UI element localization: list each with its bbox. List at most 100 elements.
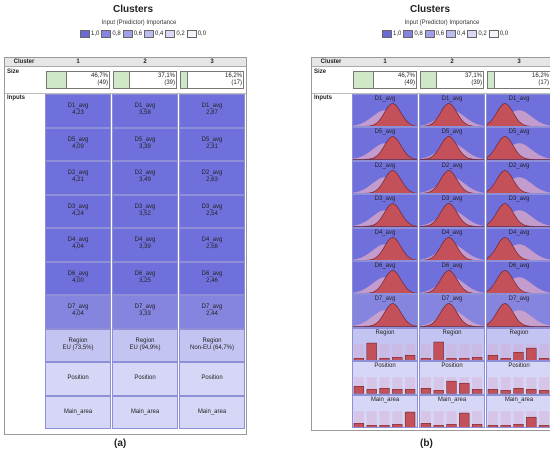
distribution-cell: D5_avg [352,127,418,161]
feature-value: 4,00 [72,277,84,284]
feature-cell: D4_avg 3,39 [112,228,178,262]
feature-name: D5_avg [201,136,223,143]
legend-item: 0,6 [424,30,444,38]
overall-bar [488,410,498,427]
distribution-cell: D5_avg [419,127,485,161]
overall-bar [500,344,511,361]
feature-name: D2_avg [508,162,530,169]
feature-cell: D4_avg 4,04 [45,228,111,262]
size-text: 16,2% (17) [225,73,242,87]
feature-value: 4,09 [72,143,84,150]
category-bar [420,388,432,394]
feature-name: D7_avg [508,296,530,303]
legend-item: 0,8 [403,30,423,38]
distribution-plot [420,103,484,127]
overall-bar [392,410,403,427]
legend-swatch [467,30,478,38]
feature-cell: Position [179,362,245,396]
feature-cell: Main_area [179,395,245,429]
category-bar [446,423,457,427]
overall-bar [472,344,482,361]
overall-bar [354,344,364,361]
category-bar [366,342,377,361]
distribution-plot [420,170,484,194]
distribution-cell: D4_avg [352,227,418,261]
feature-name: D4_avg [67,237,89,243]
feature-name: D6_avg [201,270,223,277]
feature-name: Main_area [197,408,227,415]
feature-value: 2,44 [206,311,218,317]
overall-bar [366,377,377,394]
legend-swatch [424,30,435,38]
feature-name: D3_avg [441,196,463,203]
cluster-table: Cluster 1 2 3 Size Inputs 46,7% (49) 37,1%… [311,57,550,431]
overall-bar [500,410,511,427]
cluster-distribution [420,270,484,294]
category-bar [379,388,390,394]
feature-name: D5_avg [508,129,530,136]
category-bar [459,383,470,394]
size-percent: 16,2% [531,73,549,79]
feature-name: Main_area [130,408,160,415]
overall-bar [513,410,524,427]
size-text: 16,2% (17) [532,73,549,87]
category-bar [353,386,365,394]
feature-cell: D6_avg 2,46 [179,261,245,295]
feature-cell: D7_avg 4,04 [45,295,111,329]
legend-label: 0,0 [499,31,509,37]
header-cluster-3: 3 [517,59,521,65]
cluster-distribution [420,136,484,160]
legend-swatch [446,30,457,38]
size-count: (17) [538,80,549,86]
overall-bar [488,344,498,361]
feature-value: 4,24 [72,210,84,217]
feature-value: 2,63 [206,177,218,183]
feature-cell: D5_avg 2,31 [179,127,245,161]
category-bar [379,424,390,427]
feature-name: Region [68,337,88,344]
feature-value: 2,58 [206,244,218,250]
distribution-cell: D2_avg [352,160,418,195]
category-bar [392,423,403,427]
feature-name: Position [67,375,89,381]
feature-name: Region [509,329,529,336]
legend-item: 0,6 [122,30,143,38]
feature-name: D3_avg [67,203,89,210]
cluster-distribution [420,103,484,127]
feature-name: Region [202,337,222,344]
category-bar [513,351,524,361]
distribution-plot [487,303,550,327]
feature-name: D6_avg [441,263,463,269]
distribution-plot [487,270,550,294]
category-bar [404,354,416,361]
size-count: (39) [471,80,482,86]
feature-name: Main_area [370,396,400,403]
inputs-label: Inputs [314,95,332,101]
distribution-cell: D1_avg [352,94,418,128]
feature-name: Region [375,329,395,336]
table-header: Cluster 1 2 3 [312,58,550,67]
legend-label: 0,6 [133,31,143,37]
category-bar [446,357,457,361]
legend-label: 0,8 [112,31,121,37]
legend-item: 0,2 [165,30,185,38]
overall-bar [472,377,482,394]
overall-bar [392,344,403,361]
feature-name: D6_avg [508,263,530,269]
importance-legend: 1,0 0,8 0,6 0,4 0,2 0,0 [382,30,508,38]
distribution-plot [487,377,550,394]
feature-cell: D2_avg 3,49 [112,161,178,195]
distribution-plot [353,377,416,394]
feature-name: D7_avg [201,304,223,310]
category-bar [433,341,444,361]
distribution-cell: Main_area [486,394,550,428]
category-bar [459,357,470,361]
cluster-distribution [487,136,550,160]
feature-name: D7_avg [374,296,396,303]
overall-bar [405,377,415,394]
overall-bar [354,410,364,427]
feature-cell: Position [112,362,178,396]
feature-name: D4_avg [508,229,530,236]
category-bar [500,390,511,394]
overall-bar [459,344,470,361]
